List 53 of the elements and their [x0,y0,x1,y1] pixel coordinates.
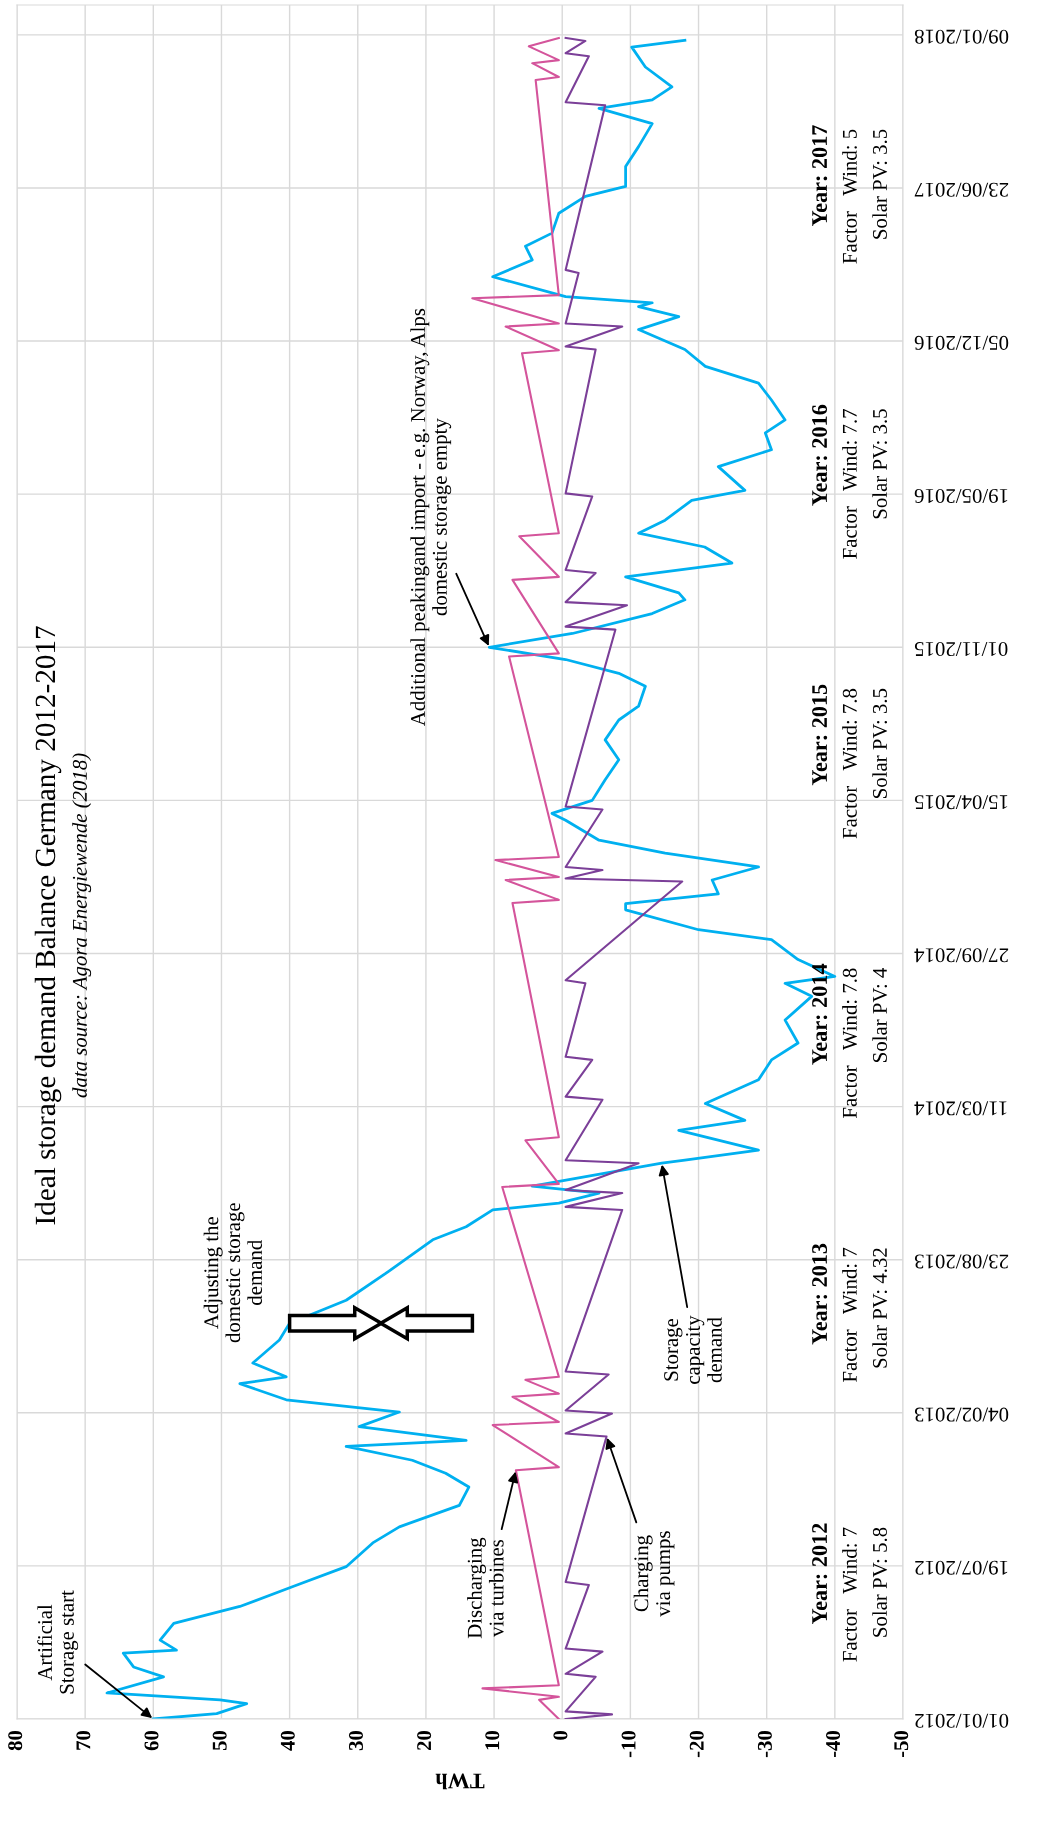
x-tick-label: 60 [144,1730,159,1751]
annotation: Year: 2012 [812,1523,828,1625]
y-tick-label: 05/12/2016 [914,335,1009,350]
annotation: Factor Wind: 7 [842,1527,857,1662]
annotation: Solar PV: 3.5 [872,409,888,519]
y-tick-label: 11/03/2014 [914,1101,1007,1116]
text: Ideal storage demand Balance Germany 2012-2017 [34,626,62,1225]
annotation: Year: 2015 [812,684,828,786]
annotation: Storage capacity demand [664,1315,722,1384]
x-tick-label: 80 [8,1730,23,1751]
annotation: Solar PV: 4 [872,967,888,1062]
y-tick-label: 27/09/2014 [914,948,1009,963]
y-tick-label: 19/05/2016 [914,488,1008,504]
annotation: Year: 2014 [812,963,828,1065]
annotation: Factor Wind: 7.7 [842,409,857,559]
text: data source: Agora Energiewende (2018) [72,753,92,1098]
annotation: Solar PV: 4.32 [872,1248,888,1368]
x-tick-label: 0 [553,1730,568,1740]
annotation: Discharging via turbines [467,1537,504,1639]
x-tick-label: 10 [485,1730,500,1750]
annotation: Factor Wind: 7.8 [842,968,857,1119]
y-tick-label: 09/01/2018 [914,29,1009,44]
y-tick-label: 01/11/2015 [914,642,1008,657]
x-tick-label: 40 [280,1730,295,1751]
annotation: Artificial Storage start [37,1590,79,1694]
annotation: Year: 2017 [812,125,828,227]
annotation: Factor Wind: 5 [842,129,857,264]
y-tick-label: 01/01/2012 [915,1713,1009,1728]
annotation: Charging via pumps [633,1531,675,1617]
annotation: Factor Wind: 7.8 [842,688,857,839]
x-tick-label: -40 [826,1730,841,1758]
y-tick-label: 04/02/2013 [914,1407,1009,1422]
annotation: Adjusting the domestic storage demand [203,1203,263,1343]
y-tick-label: 15/04/2015 [914,795,1008,810]
x-tick-label: -10 [621,1730,636,1758]
y-tick-label: 23/08/2013 [914,1254,1009,1269]
x-tick-label: -50 [894,1730,909,1758]
x-tick-label: -20 [689,1730,704,1758]
annotation: Factor Wind: 7 [842,1247,857,1382]
annotation: Additional peakingand import - e.g. Norway, Alps domestic storage empty [410,308,452,726]
annotation: Solar PV: 5.8 [872,1527,888,1637]
annotation: Year: 2016 [812,404,828,506]
annotation: Solar PV: 3.5 [872,688,888,798]
y-tick-label: 23/06/2017 [914,182,1009,197]
x-tick-label: 30 [348,1730,363,1751]
x-tick-label: 70 [76,1730,91,1750]
annotation: Year: 2013 [812,1243,828,1345]
annotation: Solar PV: 3.5 [872,129,888,239]
y-tick-label: 19/07/2012 [915,1560,1008,1575]
x-tick-label: 50 [212,1730,227,1751]
x-axis-title: TWh [435,1773,485,1790]
x-tick-label: -30 [757,1730,772,1758]
x-tick-label: 20 [417,1730,432,1751]
